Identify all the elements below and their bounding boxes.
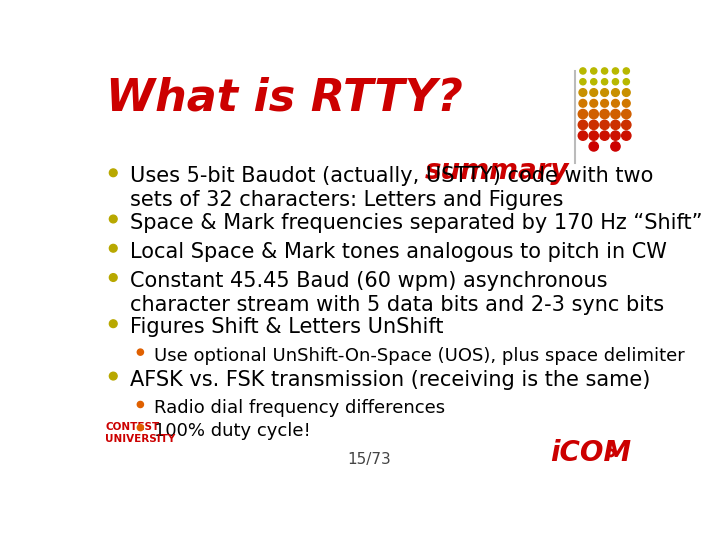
Circle shape — [578, 120, 588, 130]
Text: Uses 5-bit Baudot (actually, USTTY) code with two
sets of 32 characters: Letters: Uses 5-bit Baudot (actually, USTTY) code… — [130, 166, 654, 211]
Circle shape — [611, 120, 620, 130]
Circle shape — [611, 110, 620, 119]
Circle shape — [600, 89, 608, 96]
Circle shape — [611, 131, 620, 140]
Text: iCOM: iCOM — [550, 438, 631, 467]
Circle shape — [578, 131, 588, 140]
Circle shape — [589, 110, 598, 119]
Text: Constant 45.45 Baud (60 wpm) asynchronous
character stream with 5 data bits and : Constant 45.45 Baud (60 wpm) asynchronou… — [130, 271, 665, 315]
Circle shape — [621, 110, 631, 119]
Circle shape — [590, 89, 598, 96]
Circle shape — [580, 79, 586, 85]
Circle shape — [589, 131, 598, 140]
Circle shape — [590, 79, 597, 85]
Circle shape — [109, 215, 117, 223]
Circle shape — [578, 110, 588, 119]
Circle shape — [624, 68, 629, 74]
Text: 100% duty cycle!: 100% duty cycle! — [153, 422, 310, 440]
Circle shape — [621, 131, 631, 140]
Circle shape — [580, 68, 586, 74]
Circle shape — [611, 89, 619, 96]
Circle shape — [109, 320, 117, 328]
Circle shape — [109, 245, 117, 252]
Circle shape — [590, 99, 598, 107]
Circle shape — [600, 110, 609, 119]
Circle shape — [611, 99, 619, 107]
Text: 15/73: 15/73 — [347, 452, 391, 467]
Text: Local Space & Mark tones analogous to pitch in CW: Local Space & Mark tones analogous to pi… — [130, 242, 667, 262]
Circle shape — [612, 68, 618, 74]
Text: CONTEST
UNIVERSITY: CONTEST UNIVERSITY — [106, 422, 176, 444]
Text: Space & Mark frequencies separated by 170 Hz “Shift”: Space & Mark frequencies separated by 17… — [130, 213, 703, 233]
Circle shape — [611, 142, 620, 151]
Circle shape — [600, 131, 609, 140]
Circle shape — [622, 99, 630, 107]
Circle shape — [589, 142, 598, 151]
Circle shape — [138, 349, 143, 355]
Text: Figures Shift & Letters UnShift: Figures Shift & Letters UnShift — [130, 318, 444, 338]
Circle shape — [601, 79, 608, 85]
Circle shape — [601, 68, 608, 74]
Circle shape — [589, 120, 598, 130]
Circle shape — [624, 79, 629, 85]
Circle shape — [590, 68, 597, 74]
Circle shape — [600, 99, 608, 107]
Text: Use optional UnShift-On-Space (UOS), plus space delimiter: Use optional UnShift-On-Space (UOS), plu… — [153, 347, 684, 364]
Circle shape — [579, 99, 587, 107]
Circle shape — [622, 89, 630, 96]
Circle shape — [579, 89, 587, 96]
Circle shape — [138, 401, 143, 408]
Text: What is RTTY?: What is RTTY? — [106, 76, 462, 119]
Circle shape — [600, 120, 609, 130]
Circle shape — [138, 424, 143, 431]
Circle shape — [621, 120, 631, 130]
Circle shape — [109, 372, 117, 380]
Text: AFSK vs. FSK transmission (receiving is the same): AFSK vs. FSK transmission (receiving is … — [130, 370, 651, 390]
Text: Radio dial frequency differences: Radio dial frequency differences — [153, 399, 445, 417]
Circle shape — [109, 169, 117, 177]
Text: summary: summary — [425, 157, 569, 185]
Circle shape — [109, 274, 117, 281]
Circle shape — [612, 79, 618, 85]
